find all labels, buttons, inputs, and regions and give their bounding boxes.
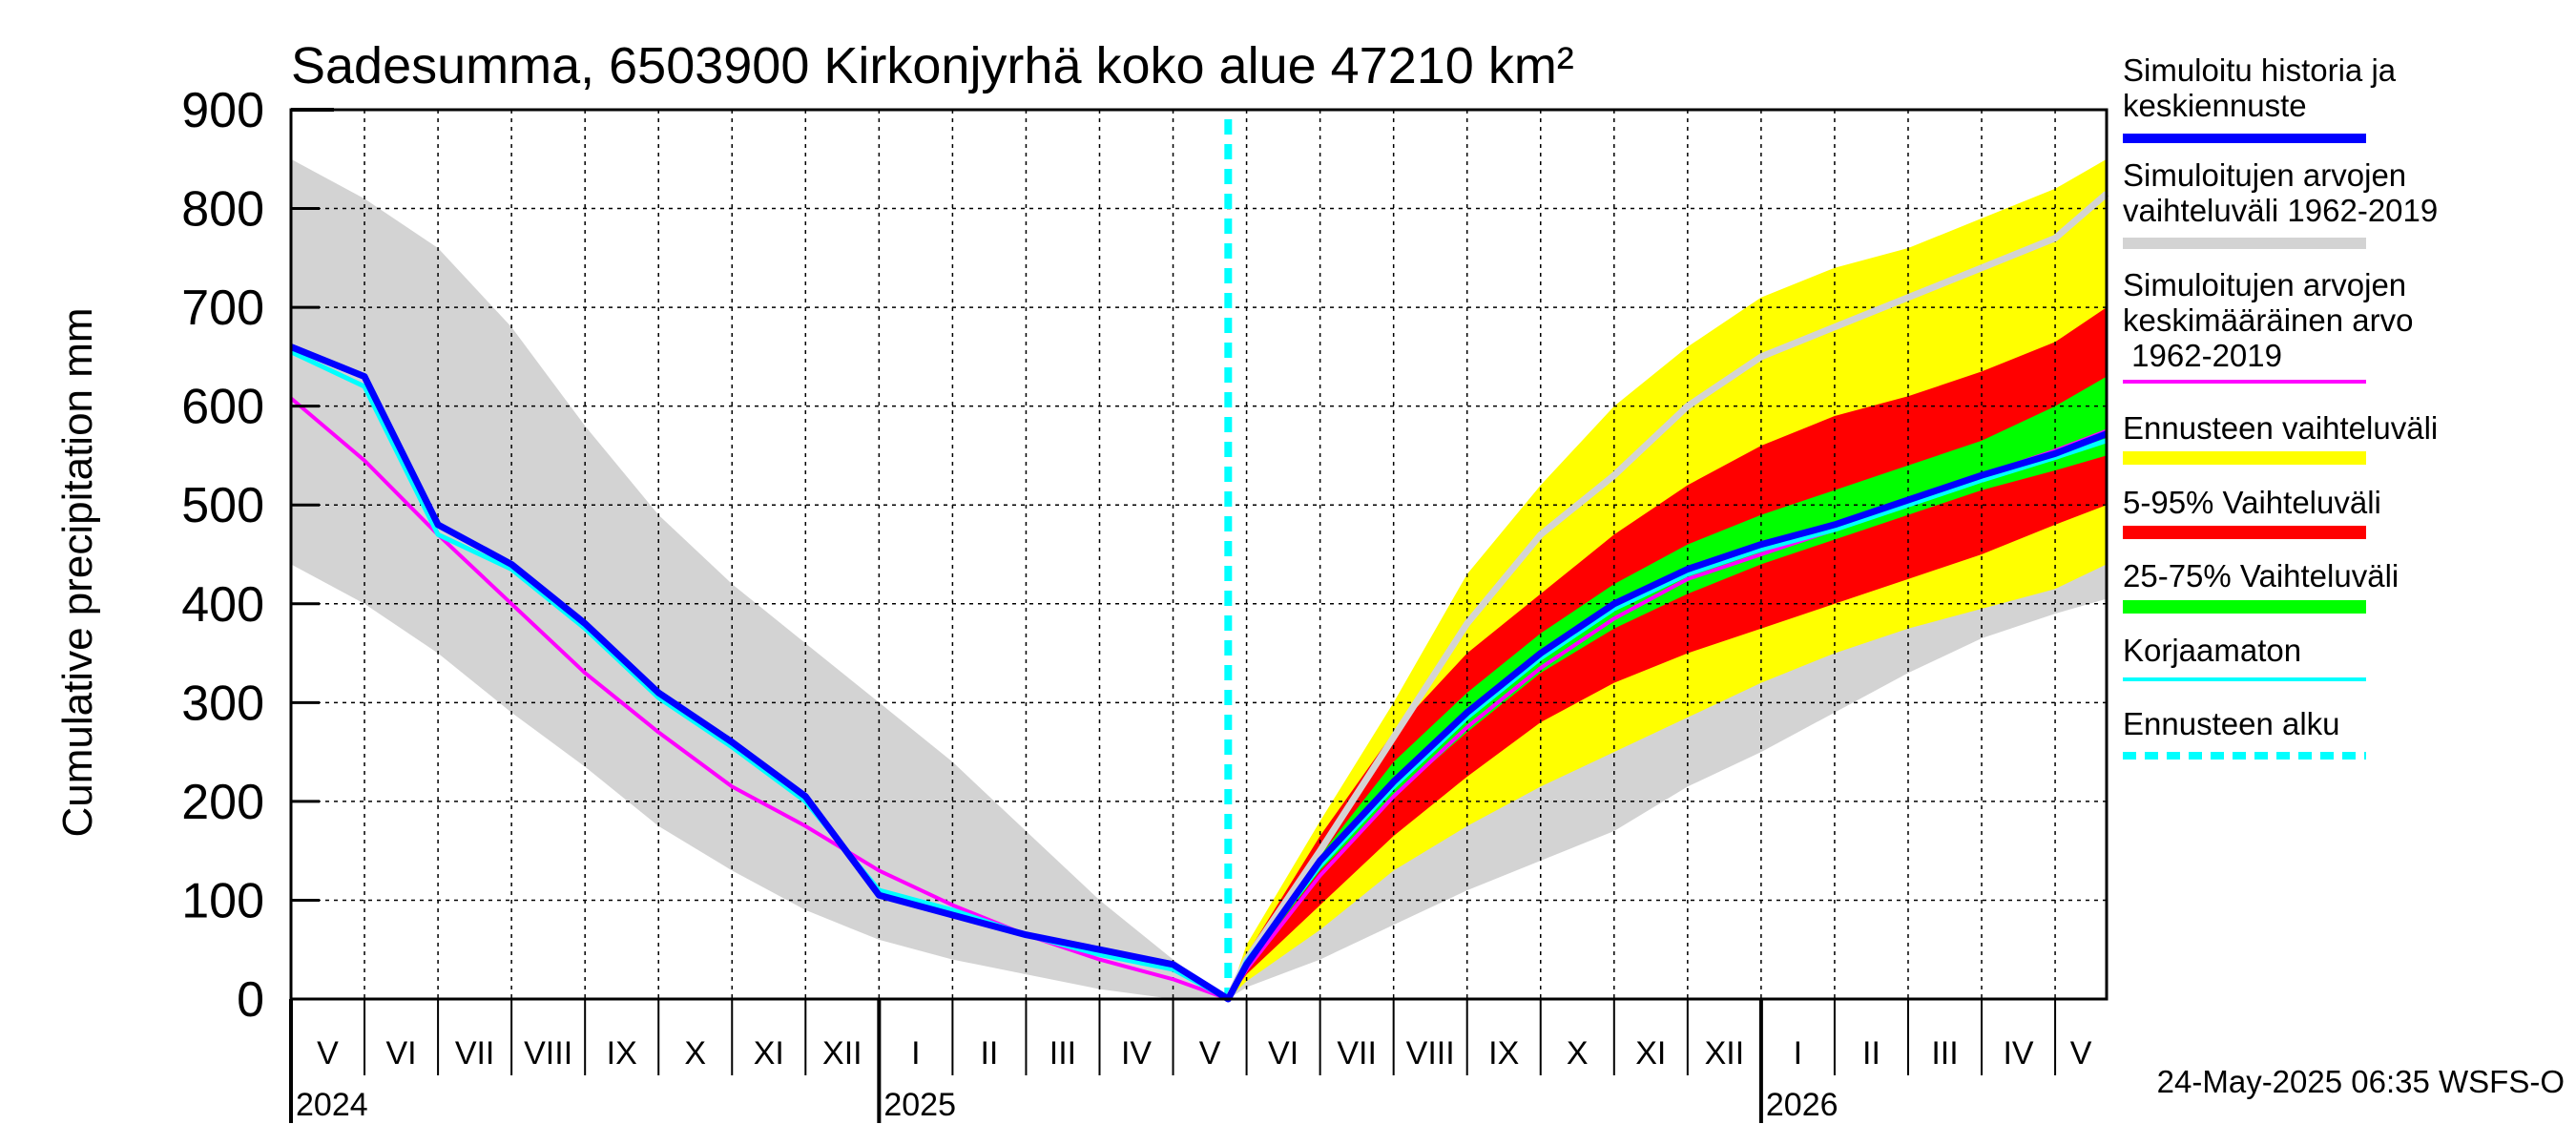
y-tick-label-600: 600 [181,380,264,435]
month-label-0: V [317,1035,339,1072]
y-axis-ticks: 0 100 200 300 400 500 600 700 800 900 [181,83,320,1028]
legend: Simuloitu historia ja keskiennusteSimuloi… [2123,52,2438,760]
year-label-2024: 2024 [296,1087,368,1123]
month-label-1: VI [386,1035,417,1072]
legend-label-6: 25-75% Vaihteluväli [2123,558,2399,593]
month-label-3: VIII [524,1035,572,1072]
plot-border [289,108,2109,1001]
y-axis-label: Cumulative precipitation mm [54,307,101,837]
month-label-20: I [1794,1035,1802,1072]
legend-label-line: Ennusteen alku [2123,706,2340,741]
chart-title: Sadesumma, 6503900 Kirkonjyrhä koko alue… [291,37,1574,94]
y-tick-label-0: 0 [237,972,264,1028]
x-axis-months: V VI VII VIII IX X XI XII I II III IV V VI VII VIII IX X X… [289,999,2092,1123]
year-label-2025: 2025 [883,1087,956,1123]
band-25-75-vaihteluvali [1228,376,2107,1000]
legend-label-line: Simuloitujen arvojen [2123,157,2406,193]
y-tick-label-900: 900 [181,83,264,138]
y-tick-label-200: 200 [181,775,264,830]
y-tick-label-800: 800 [181,182,264,238]
legend-label-line: keskiennuste [2123,88,2307,123]
legend-label-1: Simuloitu historia ja keskiennuste [2123,52,2397,123]
legend-label-7: Korjaamaton [2123,633,2301,668]
y-tick-label-400: 400 [181,577,264,633]
month-label-12: V [1199,1035,1221,1072]
legend-label-3: Simuloitujen arvojen keskimääräinen arvo … [2123,267,2413,373]
legend-label-line: 1962-2019 [2123,338,2282,373]
legend-label-line: Simuloitu historia ja [2123,52,2397,88]
month-label-9: II [980,1035,998,1072]
month-label-24: V [2070,1035,2092,1072]
month-label-16: IX [1488,1035,1519,1072]
month-label-13: VI [1268,1035,1298,1072]
y-tick-label-700: 700 [181,281,264,336]
year-label-2026: 2026 [1766,1087,1839,1123]
legend-label-line: vaihteluväli 1962-2019 [2123,193,2438,228]
legend-label-line: keskimääräinen arvo [2123,302,2413,338]
month-label-5: X [684,1035,706,1072]
month-label-10: III [1049,1035,1076,1072]
month-label-15: VIII [1406,1035,1455,1072]
footer-timestamp: 24-May-2025 06:35 WSFS-O [2157,1064,2565,1099]
series-simuloitujen-arvojen-keskimaarainen-arvo-1962-2019-upper-member [1225,191,2109,1001]
y-tick-label-300: 300 [181,676,264,731]
month-label-17: X [1567,1035,1589,1072]
month-label-23: IV [2003,1035,2033,1072]
month-label-6: XI [754,1035,784,1072]
legend-label-5: 5-95% Vaihteluväli [2123,485,2381,520]
legend-label-2: Simuloitujen arvojen vaihteluväli 1962-20… [2123,157,2438,228]
legend-label-4: Ennusteen vaihteluväli [2123,410,2438,446]
band-simuloitujen-arvojen-vaihteluvali-1962-2019 [291,158,2107,1000]
legend-label-line: 5-95% Vaihteluväli [2123,485,2381,520]
month-label-11: IV [1121,1035,1152,1072]
month-label-22: III [1931,1035,1958,1072]
month-label-21: II [1862,1035,1880,1072]
month-label-19: XII [1705,1035,1745,1072]
month-label-4: IX [607,1035,637,1072]
month-label-18: XI [1635,1035,1666,1072]
month-label-8: I [911,1035,920,1072]
legend-label-line: Ennusteen vaihteluväli [2123,410,2438,446]
grid-layer [291,109,2107,999]
month-label-14: VII [1337,1035,1377,1072]
month-label-2: VII [455,1035,495,1072]
legend-label-line: Simuloitujen arvojen [2123,267,2406,302]
month-label-7: XII [822,1035,862,1072]
y-tick-label-500: 500 [181,478,264,533]
legend-label-line: Korjaamaton [2123,633,2301,668]
legend-label-line: 25-75% Vaihteluväli [2123,558,2399,593]
y-tick-label-100: 100 [181,873,264,928]
legend-label-8: Ennusteen alku [2123,706,2340,741]
